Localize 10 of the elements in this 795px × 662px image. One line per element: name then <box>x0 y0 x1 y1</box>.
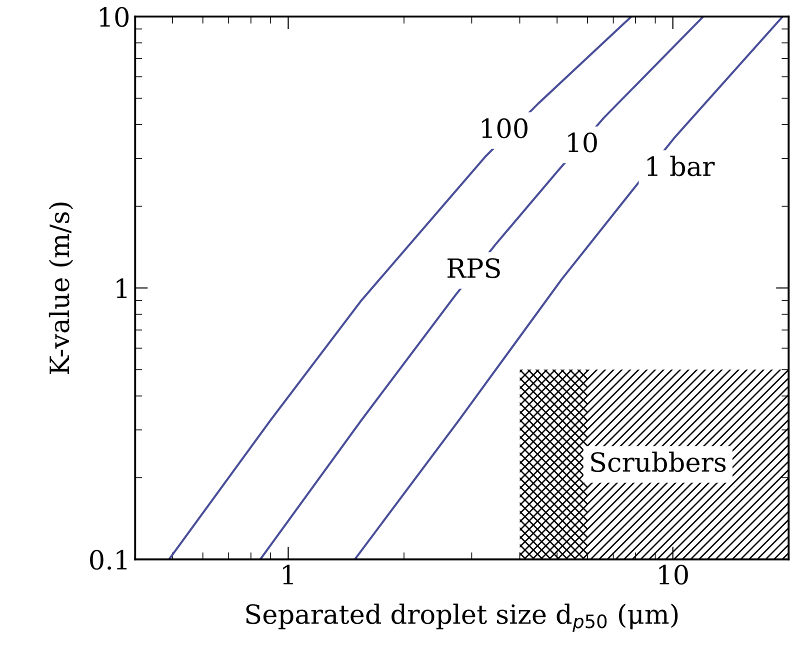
annotation: 100 <box>482 118 528 138</box>
y-tick-label: 0.1 <box>90 550 127 570</box>
annotation: 10 <box>568 132 597 152</box>
x-axis-title: Separated droplet size d$_{p50}$ (μm) <box>246 604 678 632</box>
y-tick-label: 10 <box>100 6 129 27</box>
y-axis-title: K-value (m/s) <box>48 202 74 374</box>
y-tick-label: 1 <box>116 278 127 298</box>
annotation: 1 bar <box>648 156 715 176</box>
annotation: Scrubbers <box>591 452 726 472</box>
annotation: RPS <box>448 258 500 278</box>
